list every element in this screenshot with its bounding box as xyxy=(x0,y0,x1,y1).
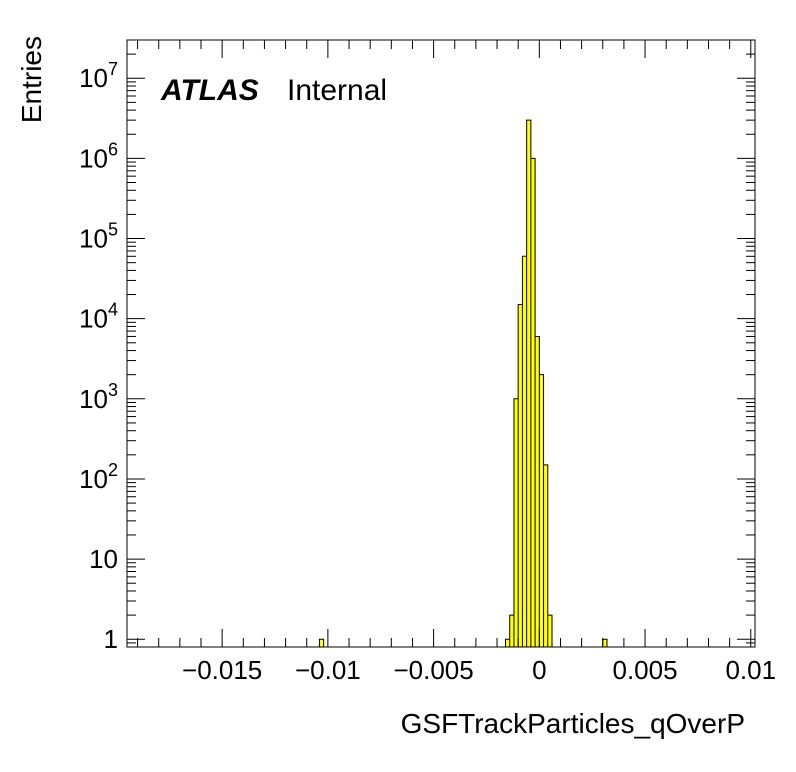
x-axis-title: GSFTrackParticles_qOverP xyxy=(401,708,745,739)
y-tick-label: 105 xyxy=(79,220,118,254)
histogram-bin xyxy=(505,639,510,647)
x-tick-label: 0.005 xyxy=(613,655,678,685)
y-tick-label: 103 xyxy=(79,380,118,414)
y-tick-label: 102 xyxy=(79,460,118,494)
x-tick-label: −0.015 xyxy=(182,655,262,685)
histogram-bin xyxy=(319,639,324,647)
y-tick-label: 106 xyxy=(79,139,118,173)
atlas-label: ATLAS xyxy=(160,74,259,107)
histogram-bin xyxy=(535,336,540,647)
histogram-bin xyxy=(547,615,553,647)
y-tick-label: 10 xyxy=(89,544,118,574)
histogram-bin xyxy=(526,120,531,647)
histogram-bin xyxy=(602,639,607,647)
x-tick-label: 0 xyxy=(532,655,546,685)
y-tick-label: 107 xyxy=(79,59,118,93)
x-tick-label: 0.01 xyxy=(725,655,776,685)
histogram-bin xyxy=(513,398,519,647)
x-tick-label: −0.005 xyxy=(393,655,473,685)
y-tick-labels: 1 10 102 103 104 105 106 107 xyxy=(79,59,118,654)
plot-frame xyxy=(126,39,756,648)
histogram-bin xyxy=(539,374,544,647)
histogram-bin xyxy=(518,304,523,647)
y-axis-title: Entries xyxy=(16,36,47,123)
y-tick-label: 104 xyxy=(79,300,118,334)
internal-label: Internal xyxy=(287,74,387,107)
histogram-bin xyxy=(509,615,514,647)
histogram-bin xyxy=(530,158,536,647)
x-tick-labels: −0.015 −0.01 −0.005 0 0.005 0.01 xyxy=(182,655,776,685)
x-tick-label: −0.01 xyxy=(295,655,361,685)
y-tick-label: 1 xyxy=(104,624,118,654)
axis-ticks xyxy=(127,39,755,648)
histogram-bin xyxy=(543,464,548,647)
histogram-outline xyxy=(318,119,608,647)
histogram-bars xyxy=(318,119,608,647)
histogram-bin xyxy=(522,256,527,647)
